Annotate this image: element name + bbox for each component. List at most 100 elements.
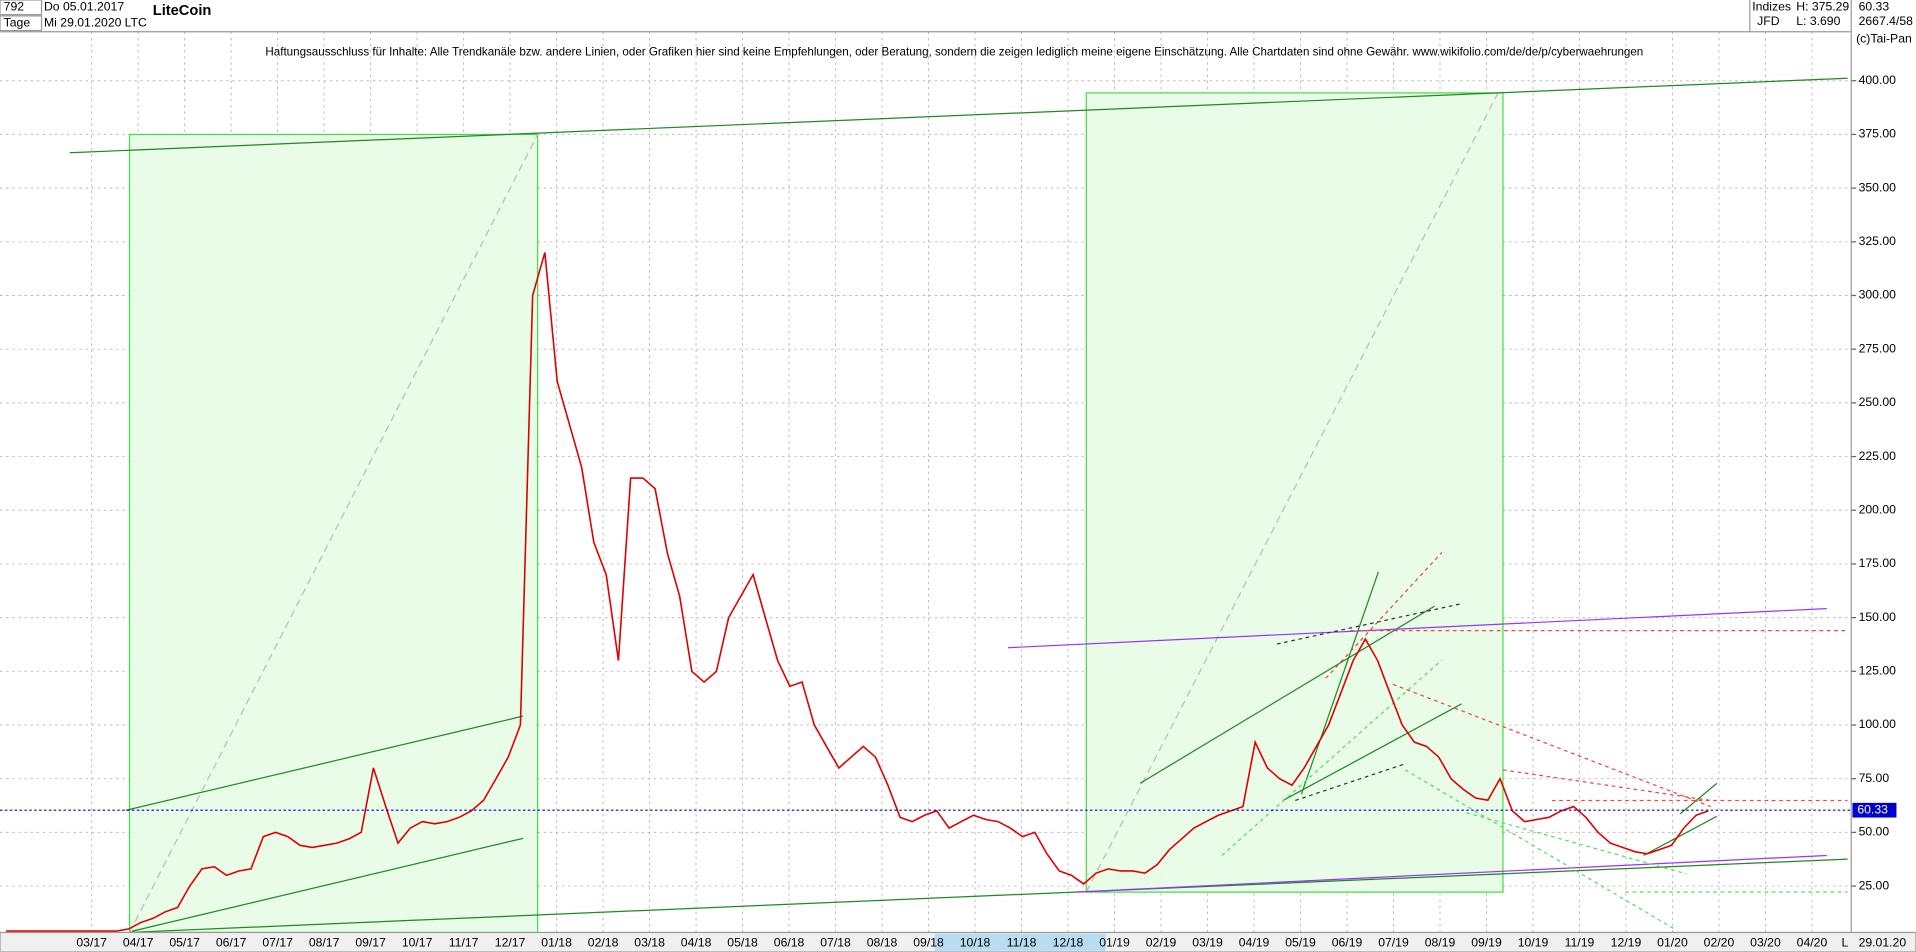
x-tick-label: 01/20 xyxy=(1657,936,1688,950)
trend-line xyxy=(128,858,1848,934)
plot xyxy=(0,252,1852,932)
trend-line xyxy=(1221,659,1443,856)
trend-line xyxy=(1466,812,1687,875)
x-tick-label: 06/19 xyxy=(1332,936,1363,950)
price-line xyxy=(6,252,1709,932)
trend-line xyxy=(1075,854,1827,893)
x-tick-label: 09/19 xyxy=(1471,936,1502,950)
x-tick-label: 05/17 xyxy=(169,936,200,950)
y-tick-label: 175.00 xyxy=(1859,556,1897,570)
x-tick-label: 05/18 xyxy=(727,936,758,950)
x-tick-label: 10/18 xyxy=(960,936,991,950)
x-tick-label: 03/17 xyxy=(76,936,107,950)
y-tick-label: 350.00 xyxy=(1859,180,1897,194)
y-tick-label: 275.00 xyxy=(1859,341,1897,355)
disclaimer: Haftungsausschluss für Inhalte: Alle Tre… xyxy=(265,46,1643,59)
trend-line xyxy=(1276,603,1462,645)
trend-line xyxy=(1008,607,1827,649)
current-price-label: 60.33 xyxy=(1857,802,1888,816)
trend-line xyxy=(1282,703,1462,801)
y-tick-label: 25.00 xyxy=(1859,878,1890,892)
end-date: Mi 29.01.2020 xyxy=(44,15,122,29)
copyright: (c)Tai-Pan xyxy=(1856,31,1912,45)
x-tick-label: 08/17 xyxy=(309,936,340,950)
x-tick-label: 07/19 xyxy=(1378,936,1409,950)
range-highlight xyxy=(934,933,1106,951)
trend-line xyxy=(1404,769,1675,930)
trend-line xyxy=(69,77,1848,154)
x-tick-label: 03/19 xyxy=(1192,936,1223,950)
x-tick-label: 02/20 xyxy=(1704,936,1735,950)
y-tick-label: 250.00 xyxy=(1859,395,1897,409)
chart-title: LiteCoin xyxy=(153,3,212,19)
x-tick-label: 03/18 xyxy=(634,936,665,950)
corner: L xyxy=(1841,936,1848,950)
y-tick-label: 325.00 xyxy=(1859,234,1897,248)
trend-line xyxy=(1300,571,1379,795)
low: L: 3.690 xyxy=(1796,14,1840,28)
x-tick-label: 08/19 xyxy=(1425,936,1456,950)
period[interactable]: Tage xyxy=(4,15,31,29)
symbol: LTC xyxy=(125,15,147,29)
high: H: 375.29 xyxy=(1796,0,1849,14)
trend-line xyxy=(1679,782,1718,815)
trend-line xyxy=(1643,815,1718,856)
x-tick-label: 11/18 xyxy=(1007,936,1037,950)
dropdown[interactable] xyxy=(0,15,43,32)
source: JFD xyxy=(1757,14,1780,28)
current-price-box xyxy=(1852,802,1897,818)
y-tick-label: 100.00 xyxy=(1859,717,1897,731)
trend-line xyxy=(1502,769,1711,802)
x-tick-label: 02/19 xyxy=(1146,936,1177,950)
diagonal xyxy=(128,134,539,933)
trend-line xyxy=(1392,683,1711,808)
x-tick-label: 03/20 xyxy=(1750,936,1781,950)
x-tick-label: 09/18 xyxy=(913,936,944,950)
y-tick-label: 375.00 xyxy=(1859,127,1897,141)
trend-line xyxy=(125,715,524,811)
y-tick-label: 50.00 xyxy=(1859,825,1890,839)
y-tick-label: 300.00 xyxy=(1859,288,1897,302)
x-tick-label: 06/18 xyxy=(774,936,805,950)
x-tick-label: 04/17 xyxy=(123,936,154,950)
trend-line xyxy=(131,837,524,932)
diagonal xyxy=(1085,92,1499,893)
bar-count[interactable]: 792 xyxy=(4,0,25,14)
x-tick-label: 10/17 xyxy=(402,936,433,950)
x-tick-label: 04/19 xyxy=(1239,936,1270,950)
start-date: Do 05.01.2017 xyxy=(44,0,124,14)
x-tick-label: 04/18 xyxy=(681,936,712,950)
x-tick-label: 01/19 xyxy=(1099,936,1130,950)
x-tick-label: 12/19 xyxy=(1611,936,1642,950)
y-tick-label: 400.00 xyxy=(1859,73,1897,87)
x-tick-label: 11/17 xyxy=(449,936,479,950)
x-tick-label: 07/17 xyxy=(262,936,293,950)
date-label: 29.01.20 xyxy=(1859,936,1907,950)
x-tick-label: 04/20 xyxy=(1797,936,1828,950)
last-price: 60.33 xyxy=(1859,0,1890,14)
trend-line xyxy=(1295,763,1406,802)
x-tick-label: 05/19 xyxy=(1285,936,1316,950)
x-tick-label: 12/18 xyxy=(1053,936,1084,950)
group: Indizes xyxy=(1752,0,1791,14)
info: 2667.4/58 xyxy=(1859,14,1914,28)
x-tick-label: 09/17 xyxy=(355,936,386,950)
x-tick-label: 06/17 xyxy=(216,936,247,950)
x-tick-label: 10/19 xyxy=(1518,936,1549,950)
x-tick-label: 07/18 xyxy=(820,936,851,950)
y-tick-label: 125.00 xyxy=(1859,664,1897,678)
trend-line xyxy=(1139,605,1435,784)
x-tick-label: 02/18 xyxy=(588,936,619,950)
dropdown[interactable] xyxy=(0,0,43,16)
drawings xyxy=(69,77,1848,934)
trend-line xyxy=(1325,551,1443,679)
y-tick-label: 225.00 xyxy=(1859,449,1897,463)
x-tick-label: 01/18 xyxy=(541,936,572,950)
y-tick-label: 150.00 xyxy=(1859,610,1897,624)
y-tick-label: 75.00 xyxy=(1859,771,1890,785)
x-tick-label: 11/19 xyxy=(1565,936,1595,950)
box xyxy=(1085,92,1504,893)
x-tick-label: 12/17 xyxy=(495,936,526,950)
y-tick-label: 200.00 xyxy=(1859,502,1897,516)
